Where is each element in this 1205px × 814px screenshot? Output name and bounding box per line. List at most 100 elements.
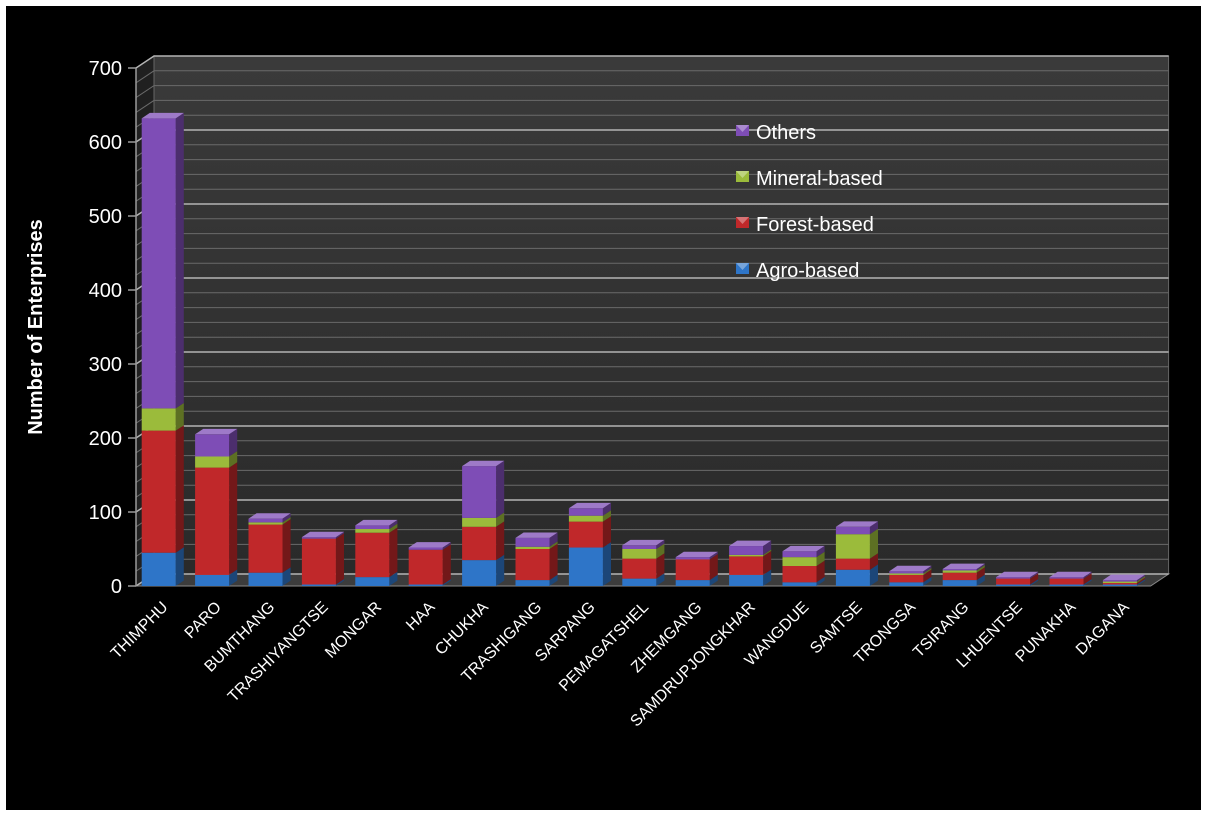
bars: [141, 112, 1145, 586]
bar-segment-others: [996, 571, 1039, 579]
bar-front: [301, 537, 336, 539]
bar-stack-trashiyangtse: [301, 531, 344, 586]
bar-stack-samtse: [835, 521, 878, 586]
bar-segment-others: [675, 551, 718, 560]
bar-side: [1083, 579, 1092, 586]
bar-stack-zhemgang: [675, 551, 718, 586]
bar-front: [462, 466, 497, 518]
bar-front: [942, 580, 977, 586]
bar-front: [1102, 583, 1137, 585]
y-tick-label: 500: [89, 206, 122, 228]
bar-side: [869, 528, 878, 559]
bar-front: [248, 522, 283, 525]
y-tick-label: 300: [89, 354, 122, 376]
bar-segment-agro-based: [942, 574, 985, 586]
bar-segment-forest-based: [889, 569, 932, 583]
bar-segment-agro-based: [301, 579, 344, 586]
bar-segment-others: [782, 545, 825, 558]
bar-front: [301, 584, 336, 586]
bar-side: [335, 531, 344, 539]
y-tick-label: 400: [89, 280, 122, 302]
bar-front: [782, 582, 817, 586]
bar-front: [889, 582, 924, 586]
bar-top: [835, 521, 878, 527]
bar-side: [923, 569, 932, 583]
bar-stack-paro: [195, 428, 238, 586]
bar-top: [782, 545, 825, 552]
bar-top: [996, 571, 1039, 578]
bar-front: [141, 118, 176, 409]
bar-front: [889, 573, 924, 575]
bar-side: [816, 576, 825, 586]
bar-side: [229, 428, 238, 457]
bar-segment-others: [889, 565, 932, 574]
bar-front: [942, 572, 977, 581]
bar-segment-mineral-based: [622, 543, 665, 559]
bar-side: [869, 553, 878, 570]
bar-front: [675, 557, 710, 560]
bar-segment-agro-based: [141, 547, 184, 586]
bar-segment-agro-based: [408, 579, 451, 586]
bar-segment-agro-based: [568, 542, 611, 586]
bar-segment-others: [408, 542, 451, 550]
bar-side: [335, 579, 344, 586]
bar-side: [816, 551, 825, 567]
bar-segment-agro-based: [515, 574, 558, 586]
bar-front: [1102, 581, 1137, 584]
bar-segment-forest-based: [248, 519, 291, 573]
bar-front: [515, 580, 550, 586]
x-tick-label: HAA: [403, 599, 439, 635]
bar-front: [408, 549, 443, 585]
bar-front: [729, 554, 764, 557]
bar-segment-agro-based: [195, 569, 238, 586]
bar-segment-agro-based: [1049, 579, 1092, 586]
bar-segment-agro-based: [355, 571, 398, 586]
x-tick-label: MONGAR: [322, 599, 385, 662]
bar-front: [889, 574, 924, 583]
bar-stack-trashigang: [515, 532, 558, 586]
bar-segment-forest-based: [301, 533, 344, 585]
bar-side: [1083, 573, 1092, 585]
y-axis-title: Number of Enterprises: [25, 219, 47, 435]
bar-top: [301, 531, 344, 538]
bar-top: [408, 542, 451, 548]
bar-segment-agro-based: [729, 569, 772, 586]
bar-front: [515, 549, 550, 581]
bar-front: [835, 569, 870, 586]
bar-front: [1049, 577, 1084, 579]
bar-side: [656, 539, 665, 549]
x-tick-label: TRASHIYANGTSE: [225, 599, 332, 706]
bar-side: [335, 533, 344, 585]
bar-side: [602, 542, 611, 586]
bar-top: [355, 519, 398, 526]
bar-front: [248, 572, 283, 586]
bar-segment-forest-based: [568, 516, 611, 548]
bar-side: [175, 547, 184, 586]
bar-segment-mineral-based: [942, 565, 985, 573]
bar-side: [549, 532, 558, 547]
bar-segment-others: [1102, 574, 1145, 582]
bar-front: [408, 584, 443, 586]
bar-segment-mineral-based: [835, 528, 878, 559]
bar-side: [389, 519, 398, 530]
bar-segment-others: [141, 112, 184, 409]
bar-top: [248, 513, 291, 519]
bar-front: [622, 578, 657, 586]
bar-segment-agro-based: [996, 579, 1039, 586]
bar-side: [923, 565, 932, 574]
bar-segment-others: [515, 532, 558, 547]
bar-segment-forest-based: [835, 553, 878, 570]
bar-segment-forest-based: [782, 560, 825, 583]
bar-front: [195, 574, 230, 586]
bar-side: [549, 574, 558, 586]
bar-front: [568, 521, 603, 548]
bar-top: [622, 539, 665, 546]
bar-side: [602, 510, 611, 522]
back-wall: [153, 55, 1170, 575]
bar-front: [141, 430, 176, 553]
legend-swatch-top: [736, 217, 749, 224]
y-tick-label: 700: [89, 58, 122, 80]
bar-segment-agro-based: [675, 574, 718, 586]
bar-segment-mineral-based: [141, 403, 184, 431]
legend-item: Forest-based: [736, 214, 874, 236]
